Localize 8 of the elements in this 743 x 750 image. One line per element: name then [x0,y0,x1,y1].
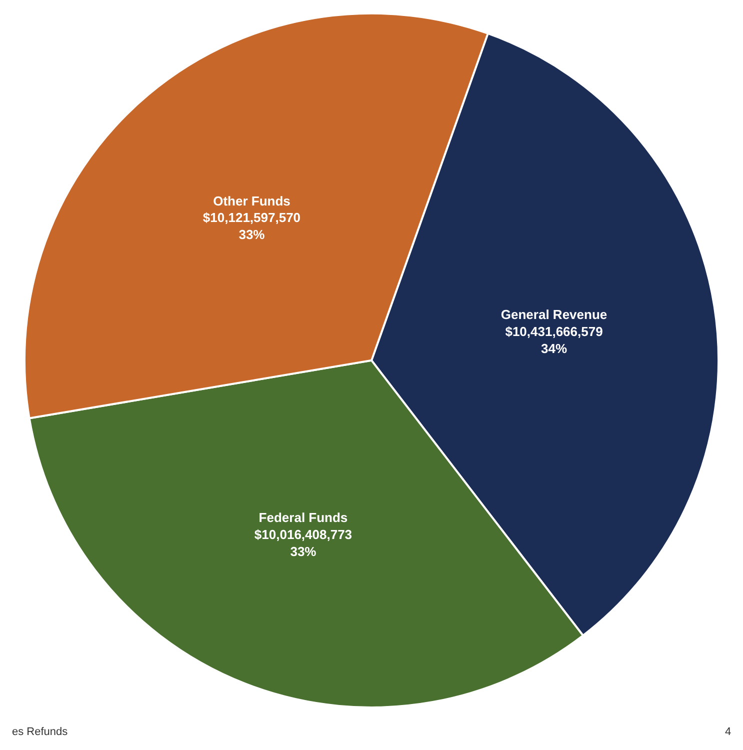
slice-label: Other Funds [213,193,290,208]
data-label: $10,016,408,773 33% [254,526,352,559]
slice-label: Federal Funds [258,510,348,525]
data-label: $10,431,666,579 34% [505,324,603,356]
data-label: $10,121,597,570 33% [202,210,301,242]
text: es Refunds [12,726,68,738]
slice-label: General Revenue [500,307,608,322]
text: 4 [725,726,732,738]
